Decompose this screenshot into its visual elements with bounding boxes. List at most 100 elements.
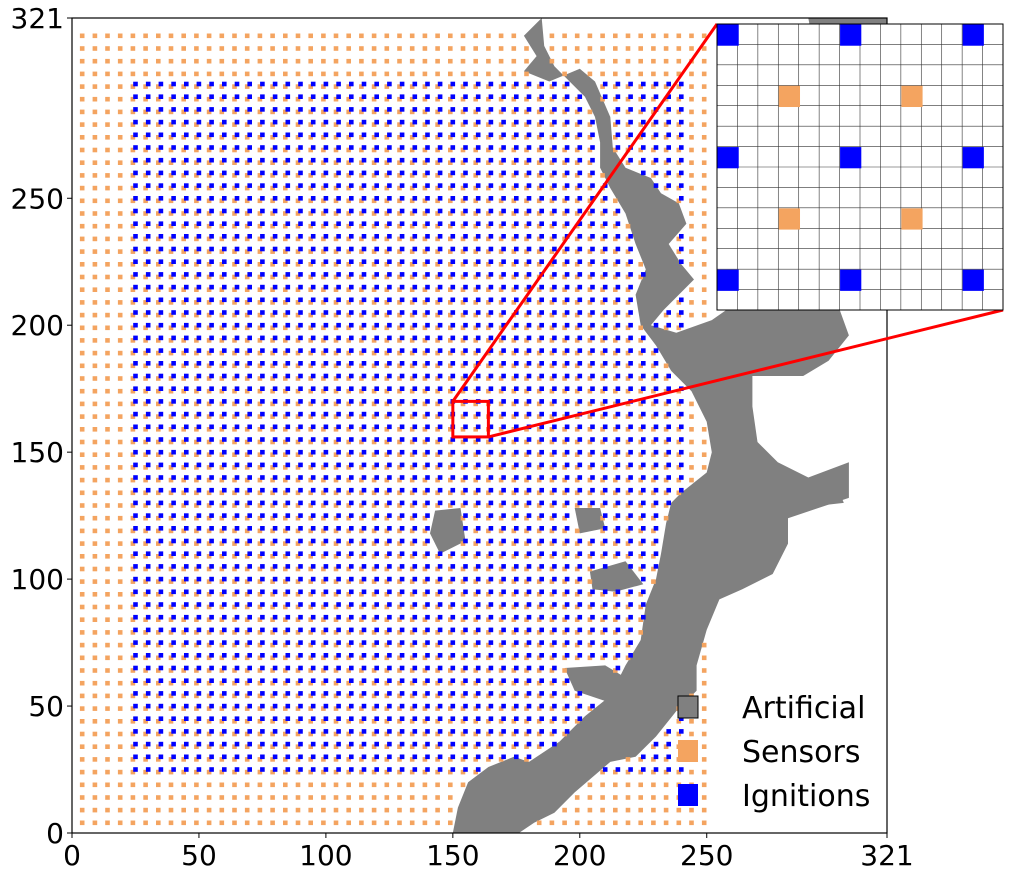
ignition-point bbox=[577, 246, 583, 252]
sensor-point bbox=[371, 820, 377, 826]
ignition-point bbox=[514, 449, 519, 455]
ignition-point bbox=[374, 221, 379, 226]
sensor-point bbox=[270, 680, 275, 686]
ignition-point bbox=[539, 246, 544, 252]
sensor-point bbox=[574, 376, 580, 381]
ignition-point bbox=[475, 614, 481, 620]
ignition-point bbox=[526, 602, 532, 607]
sensor-point bbox=[194, 312, 199, 318]
sensor-point bbox=[409, 33, 415, 39]
sensor-point bbox=[536, 122, 542, 127]
sensor-point bbox=[435, 706, 440, 711]
ignition-point bbox=[260, 221, 265, 226]
sensor-point bbox=[232, 655, 237, 661]
sensor-point bbox=[244, 439, 250, 445]
ignition-point bbox=[501, 284, 506, 290]
sensor-point bbox=[92, 363, 98, 369]
ignition-point bbox=[488, 335, 494, 341]
sensor-point bbox=[168, 782, 174, 788]
ignition-point bbox=[564, 627, 570, 633]
ignition-point bbox=[488, 589, 494, 595]
sensor-point bbox=[194, 795, 199, 800]
sensor-point bbox=[536, 706, 542, 711]
ignition-point bbox=[196, 462, 202, 468]
sensor-point bbox=[536, 84, 542, 89]
sensor-point bbox=[613, 388, 618, 394]
ignition-point bbox=[475, 284, 481, 290]
sensor-point bbox=[689, 807, 694, 813]
sensor-point bbox=[295, 414, 301, 419]
ignition-point bbox=[501, 361, 506, 366]
sensor-point bbox=[244, 401, 250, 407]
sensor-point bbox=[130, 236, 136, 242]
sensor-point bbox=[206, 503, 212, 508]
ignition-point bbox=[298, 284, 303, 290]
ignition-point bbox=[564, 716, 570, 721]
sensor-point bbox=[587, 160, 593, 165]
sensor-point bbox=[244, 71, 250, 77]
sensor-point bbox=[92, 135, 98, 140]
sensor-point bbox=[321, 795, 326, 800]
sensor-point bbox=[562, 287, 567, 292]
ignition-point bbox=[310, 589, 316, 595]
ignition-point bbox=[399, 703, 405, 709]
sensor-point bbox=[257, 807, 263, 813]
ignition-point bbox=[475, 373, 481, 379]
ignition-point bbox=[158, 132, 164, 138]
sensor-point bbox=[473, 58, 478, 64]
ignition-point bbox=[158, 678, 164, 683]
ignition-point bbox=[361, 411, 367, 417]
sensor-point bbox=[143, 477, 148, 483]
sensor-point bbox=[333, 287, 339, 292]
ignition-point bbox=[349, 551, 354, 556]
ignition-point bbox=[590, 475, 595, 480]
ignition-point bbox=[463, 551, 468, 556]
sensor-point bbox=[117, 680, 123, 686]
ignition-point bbox=[475, 297, 481, 303]
sensor-point bbox=[219, 363, 225, 369]
sensor-point bbox=[498, 592, 504, 597]
sensor-point bbox=[143, 71, 148, 77]
ignition-point bbox=[247, 729, 252, 734]
sensor-point bbox=[117, 33, 123, 39]
sensor-point bbox=[409, 642, 415, 648]
sensor-point bbox=[625, 604, 631, 610]
sensor-point bbox=[524, 541, 529, 546]
ignition-point bbox=[526, 487, 532, 493]
sensor-point bbox=[384, 401, 390, 407]
sensor-point bbox=[181, 414, 186, 419]
sensor-point bbox=[359, 668, 364, 673]
ignition-point bbox=[323, 170, 329, 176]
ignition-point bbox=[577, 576, 583, 582]
sensor-point bbox=[244, 782, 250, 788]
ignition-point bbox=[552, 729, 557, 734]
sensor-point bbox=[498, 236, 504, 242]
ignition-point bbox=[463, 335, 468, 341]
sensor-point bbox=[92, 211, 98, 216]
sensor-point bbox=[574, 312, 580, 318]
sensor-point bbox=[549, 58, 555, 64]
sensor-point bbox=[283, 96, 288, 102]
ignition-point bbox=[590, 500, 595, 506]
sensor-point bbox=[498, 71, 504, 77]
sensor-point bbox=[244, 427, 250, 432]
ignition-point bbox=[412, 627, 418, 633]
sensor-point bbox=[435, 401, 440, 407]
sensor-point bbox=[587, 579, 593, 584]
sensor-point bbox=[295, 122, 301, 127]
sensor-point bbox=[422, 147, 428, 153]
sensor-point bbox=[663, 782, 669, 788]
sensor-point bbox=[562, 173, 567, 178]
ignition-point bbox=[526, 449, 532, 455]
sensor-point bbox=[384, 223, 390, 229]
ignition-point bbox=[564, 297, 570, 303]
ignition-point bbox=[412, 538, 418, 544]
ignition-point bbox=[209, 399, 214, 404]
sensor-point bbox=[168, 719, 174, 724]
sensor-point bbox=[257, 655, 263, 661]
sensor-point bbox=[689, 312, 694, 318]
sensor-point bbox=[435, 680, 440, 686]
sensor-point bbox=[422, 452, 428, 457]
ignition-point bbox=[539, 424, 544, 430]
ignition-point bbox=[514, 399, 519, 404]
